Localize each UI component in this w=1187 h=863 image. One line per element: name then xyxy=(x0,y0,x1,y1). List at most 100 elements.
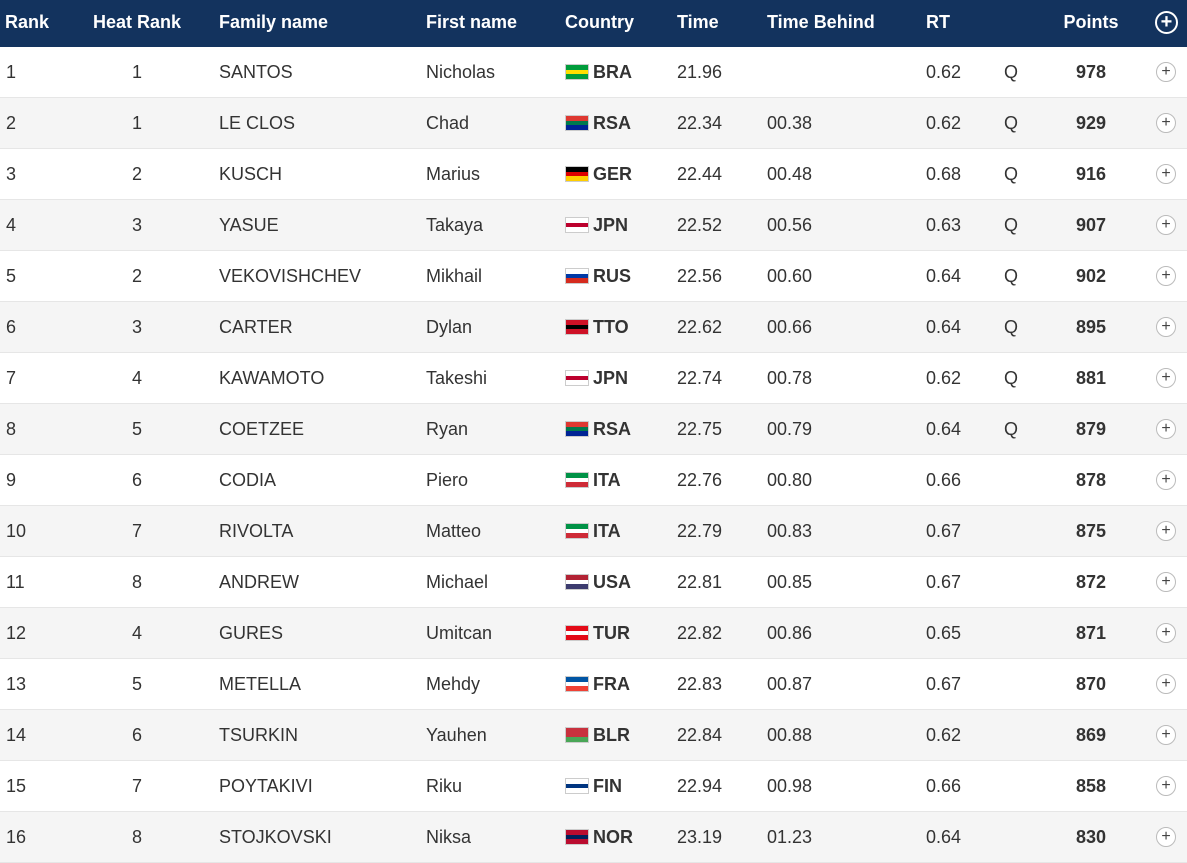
heat-rank: 2 xyxy=(131,164,143,184)
flag-stripe xyxy=(566,681,588,687)
country-code: JPN xyxy=(593,368,629,388)
country-flag xyxy=(565,64,589,80)
expand-row-button[interactable]: + xyxy=(1156,62,1176,82)
rank: 3 xyxy=(6,164,17,184)
expand-row-button[interactable]: + xyxy=(1156,419,1176,439)
family-name: KAWAMOTO xyxy=(219,368,325,388)
time: 22.79 xyxy=(677,521,723,541)
country-code: JPN xyxy=(593,215,629,235)
time-behind: 00.78 xyxy=(767,368,813,388)
first-name: Matteo xyxy=(426,521,482,541)
reaction-time: 0.64 xyxy=(926,419,962,439)
time-behind: 00.88 xyxy=(767,725,813,745)
points: 929 xyxy=(1075,113,1107,133)
expand-row-button[interactable]: + xyxy=(1156,164,1176,184)
expand-all-button[interactable]: + xyxy=(1155,11,1178,34)
expand-row-button[interactable]: + xyxy=(1156,368,1176,388)
country-flag xyxy=(565,778,589,794)
family-name: SANTOS xyxy=(219,62,293,82)
header-rt: RT xyxy=(926,12,950,32)
first-name: Takaya xyxy=(426,215,484,235)
qualifier: Q xyxy=(1004,368,1019,388)
flag-stripe xyxy=(566,477,588,483)
header-points: Points xyxy=(1063,12,1119,32)
family-name: CARTER xyxy=(219,317,293,337)
first-name: Piero xyxy=(426,470,469,490)
flag-stripe xyxy=(566,630,588,636)
table-row: 1 1 SANTOS Nicholas BRA 21.96 0.62 Q 978 + xyxy=(0,47,1187,98)
country-code: BLR xyxy=(593,725,630,745)
reaction-time: 0.65 xyxy=(926,623,962,643)
expand-row-button[interactable]: + xyxy=(1156,572,1176,592)
time: 22.76 xyxy=(677,470,723,490)
expand-row-button[interactable]: + xyxy=(1156,776,1176,796)
country-flag xyxy=(565,472,589,488)
time: 22.52 xyxy=(677,215,723,235)
expand-row-button[interactable]: + xyxy=(1156,521,1176,541)
flag-stripe xyxy=(566,278,588,284)
first-name: Yauhen xyxy=(426,725,487,745)
expand-row-button[interactable]: + xyxy=(1156,623,1176,643)
flag-stripe xyxy=(566,579,588,585)
flag-stripe xyxy=(566,528,588,534)
flag-stripe xyxy=(566,677,588,682)
rank: 4 xyxy=(6,215,17,235)
rank: 15 xyxy=(6,776,27,796)
expand-row-button[interactable]: + xyxy=(1156,266,1176,286)
points: 978 xyxy=(1075,62,1107,82)
time: 22.44 xyxy=(677,164,723,184)
expand-row-button[interactable]: + xyxy=(1156,725,1176,745)
flag-stripe xyxy=(566,524,588,529)
expand-row-button[interactable]: + xyxy=(1156,113,1176,133)
qualifier: Q xyxy=(1004,164,1019,184)
flag-stripe xyxy=(566,371,588,376)
flag-stripe xyxy=(566,65,588,70)
flag-stripe xyxy=(566,834,588,840)
family-name: RIVOLTA xyxy=(219,521,294,541)
country-flag xyxy=(565,319,589,335)
expand-row-button[interactable]: + xyxy=(1156,317,1176,337)
expand-row-button[interactable]: + xyxy=(1156,674,1176,694)
flag-stripe xyxy=(566,422,588,427)
table-row: 14 6 TSURKIN Yauhen BLR 22.84 00.88 0.62 869 + xyxy=(0,710,1187,761)
time-behind: 00.80 xyxy=(767,470,813,490)
expand-row-button[interactable]: + xyxy=(1156,827,1176,847)
points: 875 xyxy=(1075,521,1107,541)
time-behind: 00.60 xyxy=(767,266,813,286)
header-time: Time xyxy=(677,12,719,32)
time-behind: 00.66 xyxy=(767,317,813,337)
header-time-behind: Time Behind xyxy=(767,12,875,32)
heat-rank: 5 xyxy=(131,419,143,439)
reaction-time: 0.64 xyxy=(926,827,962,847)
family-name: TSURKIN xyxy=(219,725,299,745)
reaction-time: 0.68 xyxy=(926,164,962,184)
points: 858 xyxy=(1075,776,1107,796)
table-row: 7 4 KAWAMOTO Takeshi JPN 22.74 00.78 0.62 Q 881 + xyxy=(0,353,1187,404)
time: 22.75 xyxy=(677,419,723,439)
rank: 10 xyxy=(6,521,27,541)
heat-rank: 8 xyxy=(131,827,143,847)
country-code: ITA xyxy=(593,521,621,541)
flag-stripe xyxy=(566,375,588,381)
time-behind: 00.56 xyxy=(767,215,813,235)
header-family-name: Family name xyxy=(219,12,329,32)
country-code: RSA xyxy=(593,113,632,133)
flag-stripe xyxy=(566,584,588,590)
reaction-time: 0.67 xyxy=(926,674,962,694)
country-flag xyxy=(565,523,589,539)
time: 22.82 xyxy=(677,623,723,643)
flag-stripe xyxy=(566,69,588,75)
first-name: Mehdy xyxy=(426,674,481,694)
flag-stripe xyxy=(566,783,588,789)
table-row: 13 5 METELLA Mehdy FRA 22.83 00.87 0.67 870 + xyxy=(0,659,1187,710)
heat-rank: 7 xyxy=(131,521,143,541)
expand-row-button[interactable]: + xyxy=(1156,470,1176,490)
time: 22.74 xyxy=(677,368,723,388)
country-flag xyxy=(565,727,589,743)
heat-rank: 6 xyxy=(131,725,143,745)
flag-stripe xyxy=(566,116,588,121)
points: 879 xyxy=(1075,419,1107,439)
expand-row-button[interactable]: + xyxy=(1156,215,1176,235)
flag-stripe xyxy=(566,839,588,845)
